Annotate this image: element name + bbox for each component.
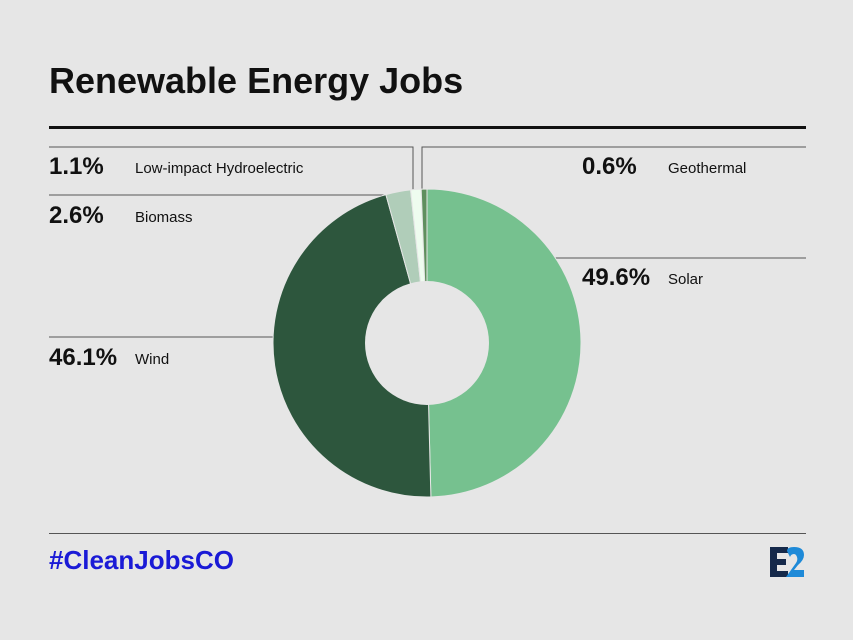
legend-label-biomass: Biomass <box>135 209 193 226</box>
leader-hydro <box>49 146 414 192</box>
slice-wind <box>272 193 432 498</box>
legend-label-solar: Solar <box>668 271 704 288</box>
e2-logo <box>770 547 804 577</box>
donut-hole <box>365 281 489 405</box>
slice-solar <box>426 188 582 498</box>
legend-label-hydro: Low-impact Hydroelectric <box>135 160 304 177</box>
footer-divider <box>49 533 806 534</box>
legend-label-geothermal: Geothermal <box>668 160 747 177</box>
page-title: Renewable Energy Jobs <box>49 60 464 101</box>
pct-label-hydro: 1.1% <box>49 153 104 180</box>
pct-label-biomass: 2.6% <box>49 202 104 229</box>
donut-slices <box>272 188 582 498</box>
legend-label-wind: Wind <box>135 351 170 368</box>
pct-label-solar: 49.6% <box>582 264 651 291</box>
title-divider <box>49 126 806 129</box>
leader-lines <box>49 146 806 338</box>
pct-label-wind: 46.1% <box>49 344 118 371</box>
leader-geothermal <box>421 146 806 192</box>
pct-label-geothermal: 0.6% <box>582 153 637 180</box>
hashtag[interactable]: #CleanJobsCO <box>49 545 234 575</box>
